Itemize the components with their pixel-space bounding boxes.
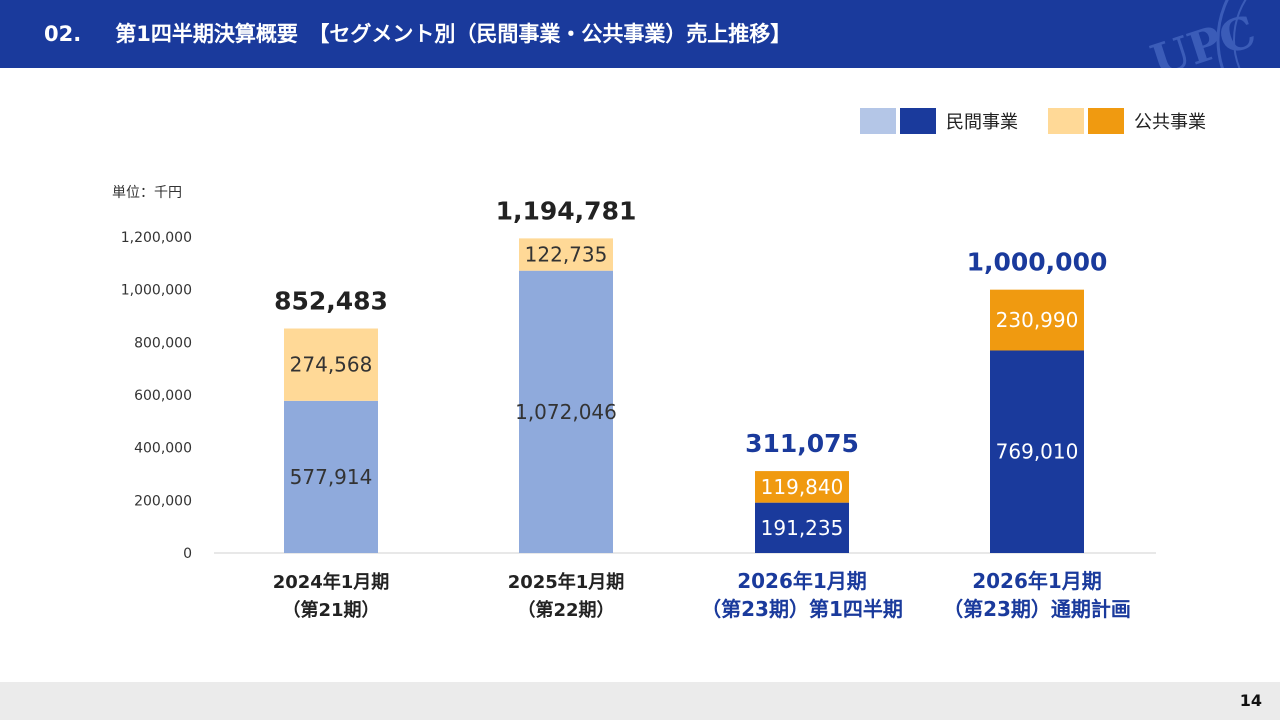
legend-label-public: 公共事業	[1134, 112, 1206, 133]
bar-public	[519, 238, 613, 271]
y-tick-label: 1,200,000	[121, 230, 192, 246]
footer-bar: 14	[0, 682, 1280, 720]
category-label-line2: （第22期）	[517, 599, 614, 621]
category-label-line1: 2026年1月期	[737, 569, 867, 593]
legend: 民間事業 公共事業	[860, 108, 1206, 134]
legend-label-private: 民間事業	[946, 112, 1018, 133]
y-tick-label: 1,000,000	[121, 283, 192, 299]
bar-private-label: 191,235	[761, 516, 844, 540]
page-number: 14	[1239, 691, 1262, 710]
bar-total-label: 852,483	[274, 287, 388, 316]
bar-private	[755, 502, 849, 553]
legend-swatch-private-past	[860, 108, 896, 134]
bar-private	[519, 270, 613, 553]
y-tick-label: 400,000	[134, 441, 192, 457]
title-text: 第1四半期決算概要 【セグメント別（民間事業・公共事業）売上推移】	[115, 22, 792, 46]
category-label-line2: （第23期）通期計画	[943, 597, 1131, 621]
legend-swatch-public-current	[1088, 108, 1124, 134]
bar-public-label: 274,568	[290, 353, 373, 377]
bar-public	[990, 289, 1084, 351]
stacked-bar-chart: 0 200,000 400,000 600,000 800,000 1,000,000 1,…	[121, 196, 1156, 621]
y-tick-label: 200,000	[134, 493, 192, 509]
bar-total-label: 1,000,000	[967, 248, 1108, 277]
bar-private	[990, 350, 1084, 553]
bar-public-label: 122,735	[525, 243, 608, 267]
category-label-line1: 2026年1月期	[972, 569, 1102, 593]
bar-private-label: 1,072,046	[515, 400, 617, 424]
category-label-line2: （第23期）第1四半期	[701, 597, 903, 621]
y-tick-label: 800,000	[134, 335, 192, 351]
bar-public	[755, 471, 849, 503]
unit-label: 単位：千円	[112, 185, 182, 201]
bar-public-label: 230,990	[996, 308, 1079, 332]
category-label-line1: 2024年1月期	[273, 571, 390, 593]
page-title: 02. 第1四半期決算概要 【セグメント別（民間事業・公共事業）売上推移】	[44, 0, 791, 68]
header-bar: 02. 第1四半期決算概要 【セグメント別（民間事業・公共事業）売上推移】 UPC	[0, 0, 1280, 68]
bar-private-label: 577,914	[290, 465, 373, 489]
bar-total-label: 311,075	[745, 429, 859, 458]
upc-seal-watermark: UPC	[1145, 0, 1262, 68]
legend-swatch-public-past	[1048, 108, 1084, 134]
bar-public-label: 119,840	[761, 475, 844, 499]
legend-swatch-private-current	[900, 108, 936, 134]
y-tick-label: 0	[183, 546, 192, 562]
category-label-line2: （第21期）	[282, 599, 379, 621]
category-label-line1: 2025年1月期	[508, 571, 625, 593]
section-number: 02.	[44, 22, 82, 46]
y-tick-label: 600,000	[134, 388, 192, 404]
bar-total-label: 1,194,781	[496, 196, 637, 225]
bar-private-label: 769,010	[996, 440, 1079, 464]
bar-private	[284, 400, 378, 553]
bar-public	[284, 328, 378, 401]
